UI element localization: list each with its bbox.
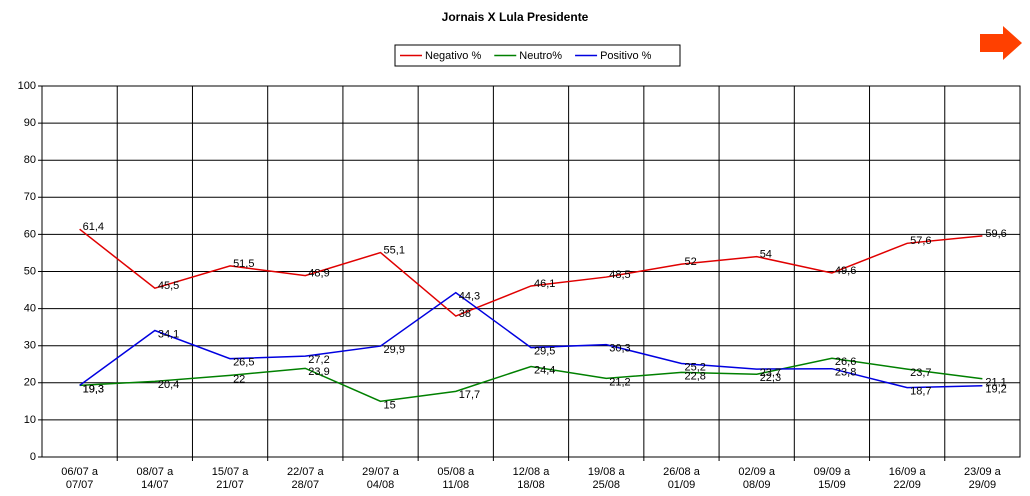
- data-label: 26,6: [835, 356, 856, 368]
- legend-label: Neutro%: [519, 50, 562, 62]
- data-label: 54: [760, 249, 772, 261]
- data-label: 61,4: [83, 221, 104, 233]
- x-tick-label: 01/09: [668, 479, 696, 491]
- data-label: 23,7: [910, 367, 931, 379]
- legend-box: [394, 44, 681, 67]
- data-label: 34,1: [158, 328, 179, 340]
- x-tick-label: 06/07 a: [61, 466, 99, 478]
- data-label: 38: [459, 308, 471, 320]
- data-label: 48,9: [308, 267, 329, 279]
- x-tick-label: 02/09 a: [738, 466, 776, 478]
- data-label: 23,9: [308, 366, 329, 378]
- data-label: 25,2: [684, 361, 705, 373]
- data-label: 17,7: [459, 389, 480, 401]
- data-label: 22,8: [684, 370, 705, 382]
- data-label: 27,2: [308, 354, 329, 366]
- data-label: 22: [233, 373, 245, 385]
- data-label: 52: [684, 256, 696, 268]
- x-tick-label: 21/07: [216, 479, 244, 491]
- x-tick-label: 18/08: [517, 479, 545, 491]
- data-label: 49,6: [835, 265, 856, 277]
- x-tick-label: 23/09 a: [964, 466, 1002, 478]
- data-label: 24,4: [534, 364, 555, 376]
- x-tick-label: 08/09: [743, 479, 771, 491]
- data-label: 44,3: [459, 291, 480, 303]
- data-label: 21,1: [985, 377, 1006, 389]
- x-tick-label: 04/08: [367, 479, 395, 491]
- series-line: [79, 291, 983, 389]
- x-tick-label: 09/09 a: [814, 466, 852, 478]
- data-label: 55,1: [384, 244, 405, 256]
- x-tick-label: 08/07 a: [136, 466, 174, 478]
- y-tick-label: 20: [24, 377, 36, 389]
- y-tick-label: 70: [24, 191, 36, 203]
- y-tick-label: 0: [30, 451, 36, 463]
- y-tick-label: 30: [24, 340, 36, 352]
- data-label: 29,9: [384, 344, 405, 356]
- data-label: 26,5: [233, 357, 254, 369]
- x-tick-label: 16/09 a: [889, 466, 927, 478]
- data-label: 51,5: [233, 258, 254, 270]
- x-tick-label: 29/07 a: [362, 466, 400, 478]
- next-arrow[interactable]: [980, 26, 1022, 60]
- data-label: 45,5: [158, 280, 179, 292]
- y-tick-label: 80: [24, 154, 36, 166]
- data-label: 18,7: [910, 386, 931, 398]
- x-tick-label: 25/08: [592, 479, 620, 491]
- y-tick-label: 50: [24, 265, 36, 277]
- data-label: 21,2: [609, 376, 630, 388]
- data-label: 15: [384, 399, 396, 411]
- data-label: 22,3: [760, 372, 781, 384]
- x-tick-label: 29/09: [969, 479, 997, 491]
- data-label: 19,3: [83, 383, 104, 395]
- data-label: 19,2: [985, 384, 1006, 396]
- x-tick-label: 22/09: [893, 479, 921, 491]
- x-tick-label: 26/08 a: [663, 466, 701, 478]
- x-tick-label: 22/07 a: [287, 466, 325, 478]
- x-tick-label: 07/07: [66, 479, 94, 491]
- legend-label: Negativo %: [425, 50, 481, 62]
- series-line: [79, 228, 983, 317]
- y-tick-label: 40: [24, 303, 36, 315]
- x-tick-label: 12/08 a: [513, 466, 551, 478]
- y-tick-label: 60: [24, 228, 36, 240]
- y-tick-label: 100: [18, 80, 36, 92]
- x-tick-label: 19/08 a: [588, 466, 626, 478]
- series-line: [79, 357, 983, 403]
- data-label: 46,1: [534, 278, 555, 290]
- data-label: 20,4: [158, 379, 179, 391]
- x-tick-label: 15/09: [818, 479, 846, 491]
- data-label: 23,8: [835, 367, 856, 379]
- data-label: 19,3: [83, 383, 104, 395]
- data-label: 48,5: [609, 269, 630, 281]
- x-tick-label: 14/07: [141, 479, 169, 491]
- x-tick-label: 15/07 a: [212, 466, 250, 478]
- y-tick-label: 90: [24, 117, 36, 129]
- data-label: 30,3: [609, 342, 630, 354]
- x-tick-label: 28/07: [292, 479, 320, 491]
- x-tick-label: 11/08: [442, 479, 469, 491]
- data-label: 23,7: [760, 367, 781, 379]
- y-tick-label: 10: [24, 414, 36, 426]
- data-label: 59,6: [985, 228, 1006, 240]
- data-label: 29,5: [534, 345, 555, 357]
- x-tick-label: 05/08 a: [437, 466, 475, 478]
- legend-label: Positivo %: [600, 50, 652, 62]
- data-label: 57,6: [910, 235, 931, 247]
- chart-title: Jornais X Lula Presidente: [442, 10, 589, 24]
